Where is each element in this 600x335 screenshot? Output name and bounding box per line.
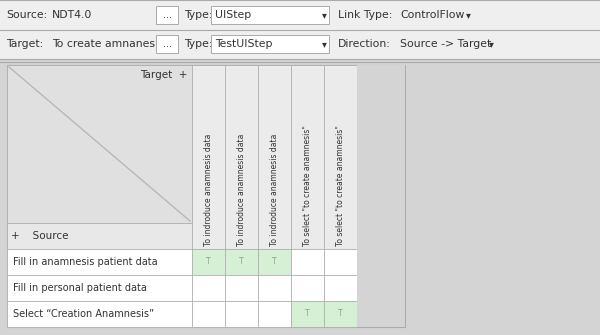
- Bar: [258, 65, 291, 249]
- Bar: [0, 0, 600, 30]
- Bar: [211, 35, 329, 53]
- Bar: [225, 249, 258, 275]
- Bar: [357, 65, 405, 327]
- Text: To create amnanesis: To create amnanesis: [52, 39, 164, 49]
- Bar: [211, 6, 329, 24]
- Text: Type:: Type:: [184, 39, 212, 49]
- Bar: [324, 275, 357, 301]
- Bar: [192, 249, 225, 275]
- Bar: [258, 301, 291, 327]
- Bar: [324, 249, 357, 275]
- Text: Target:: Target:: [6, 39, 43, 49]
- Bar: [156, 35, 178, 53]
- Text: ▾: ▾: [488, 39, 493, 49]
- Text: ...: ...: [163, 39, 172, 49]
- Text: ▾: ▾: [322, 10, 326, 20]
- Text: NDT4.0: NDT4.0: [52, 10, 92, 20]
- Text: Fill in personal patient data: Fill in personal patient data: [13, 283, 147, 293]
- Text: ▾: ▾: [466, 10, 470, 20]
- Bar: [258, 275, 291, 301]
- Text: T: T: [338, 310, 343, 319]
- Bar: [0, 30, 600, 59]
- Text: Source -> Target: Source -> Target: [400, 39, 491, 49]
- Bar: [291, 275, 324, 301]
- Bar: [324, 65, 357, 249]
- Bar: [156, 6, 178, 24]
- Bar: [7, 65, 405, 327]
- Bar: [225, 301, 258, 327]
- Bar: [7, 65, 192, 223]
- Text: Target  +: Target +: [140, 70, 187, 80]
- Text: TestUIStep: TestUIStep: [215, 39, 272, 49]
- Text: Direction:: Direction:: [338, 39, 391, 49]
- Bar: [7, 223, 192, 249]
- Text: T: T: [272, 258, 277, 267]
- Bar: [406, 65, 600, 327]
- Text: Type:: Type:: [184, 10, 212, 20]
- Text: Select “Creation Anamnesis”: Select “Creation Anamnesis”: [13, 309, 154, 319]
- Bar: [192, 301, 225, 327]
- Text: Source:: Source:: [6, 10, 47, 20]
- Text: To select "to create anamnesis": To select "to create anamnesis": [303, 125, 312, 246]
- Text: ControlFlow: ControlFlow: [400, 10, 464, 20]
- Text: T: T: [305, 310, 310, 319]
- Bar: [7, 275, 192, 301]
- Bar: [192, 65, 225, 249]
- Bar: [291, 249, 324, 275]
- Bar: [291, 65, 324, 249]
- Text: To indroduce anamnesis data: To indroduce anamnesis data: [204, 134, 213, 246]
- Bar: [225, 65, 258, 249]
- Bar: [291, 301, 324, 327]
- Text: Link Type:: Link Type:: [338, 10, 392, 20]
- Text: +    Source: + Source: [11, 231, 68, 241]
- Text: T: T: [239, 258, 244, 267]
- Bar: [225, 275, 258, 301]
- Text: To indroduce anamnesis data: To indroduce anamnesis data: [237, 134, 246, 246]
- Bar: [258, 249, 291, 275]
- Text: ▾: ▾: [322, 39, 326, 49]
- Text: UIStep: UIStep: [215, 10, 251, 20]
- Text: To select "to create anamnesis": To select "to create anamnesis": [336, 125, 345, 246]
- Bar: [324, 301, 357, 327]
- Bar: [7, 249, 192, 275]
- Text: ...: ...: [163, 10, 172, 20]
- Bar: [192, 275, 225, 301]
- Text: Fill in anamnesis patient data: Fill in anamnesis patient data: [13, 257, 158, 267]
- Text: T: T: [206, 258, 211, 267]
- Bar: [7, 301, 192, 327]
- Text: To indroduce anamnesis data: To indroduce anamnesis data: [270, 134, 279, 246]
